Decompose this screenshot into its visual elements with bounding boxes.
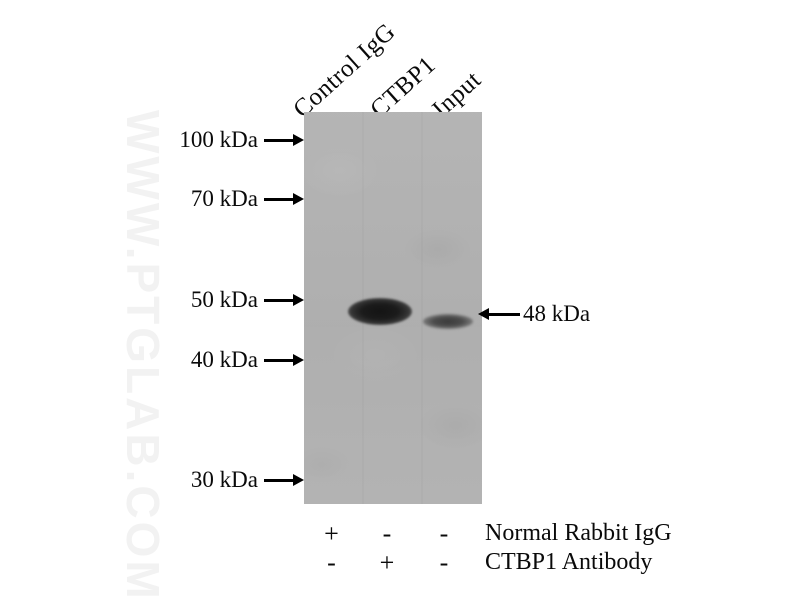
matrix-row-ctbp1-antibody: - + - CTBP1 Antibody [304,548,774,577]
arrow-right-icon [264,474,304,486]
marker-70kda: 70 kDa [120,186,304,212]
marker-100kda-label: 100 kDa [179,127,258,152]
arrow-right-icon [264,294,304,306]
marker-50kda-label: 50 kDa [190,287,258,312]
sign-ctbp1-ab-lane2: + [379,547,395,577]
sign-ctbp1-ab-lane1: - [327,547,336,577]
matrix-label-ctbp1-antibody: CTBP1 Antibody [485,549,653,575]
sign-normal-igg-lane1: + [324,518,339,548]
arrow-left-icon [478,308,520,320]
treatment-matrix: + - - Normal Rabbit IgG - + - CTBP1 Anti… [304,519,774,577]
arrow-right-icon [264,134,304,146]
marker-70kda-label: 70 kDa [190,186,258,211]
marker-40kda: 40 kDa [120,347,304,373]
band-annotation-48kda: 48 kDa [478,301,590,327]
marker-50kda: 50 kDa [120,287,304,313]
band-annotation-label: 48 kDa [523,301,591,326]
blot-membrane [304,112,482,504]
marker-30kda: 30 kDa [120,467,304,493]
marker-40kda-label: 40 kDa [190,347,258,372]
band-input-lane [423,314,473,329]
arrow-right-icon [264,354,304,366]
matrix-row-normal-rabbit-igg: + - - Normal Rabbit IgG [304,519,774,548]
matrix-label-normal-rabbit-igg: Normal Rabbit IgG [485,520,672,546]
marker-30kda-label: 30 kDa [190,467,258,492]
band-ctbp1-lane [348,298,412,325]
lane-seam [421,112,423,504]
marker-100kda: 100 kDa [120,127,304,153]
sign-ctbp1-ab-lane3: - [439,547,449,577]
arrow-right-icon [264,193,304,205]
sign-normal-igg-lane2: - [382,518,392,548]
sign-normal-igg-lane3: - [439,518,449,548]
